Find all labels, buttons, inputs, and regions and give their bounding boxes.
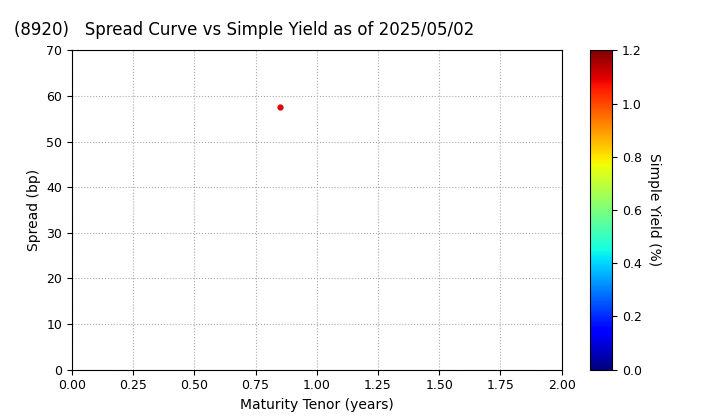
X-axis label: Maturity Tenor (years): Maturity Tenor (years) bbox=[240, 398, 394, 412]
Point bbox=[274, 104, 286, 111]
Y-axis label: Spread (bp): Spread (bp) bbox=[27, 169, 41, 251]
Text: (8920)   Spread Curve vs Simple Yield as of 2025/05/02: (8920) Spread Curve vs Simple Yield as o… bbox=[14, 21, 474, 39]
Y-axis label: Simple Yield (%): Simple Yield (%) bbox=[647, 153, 661, 267]
